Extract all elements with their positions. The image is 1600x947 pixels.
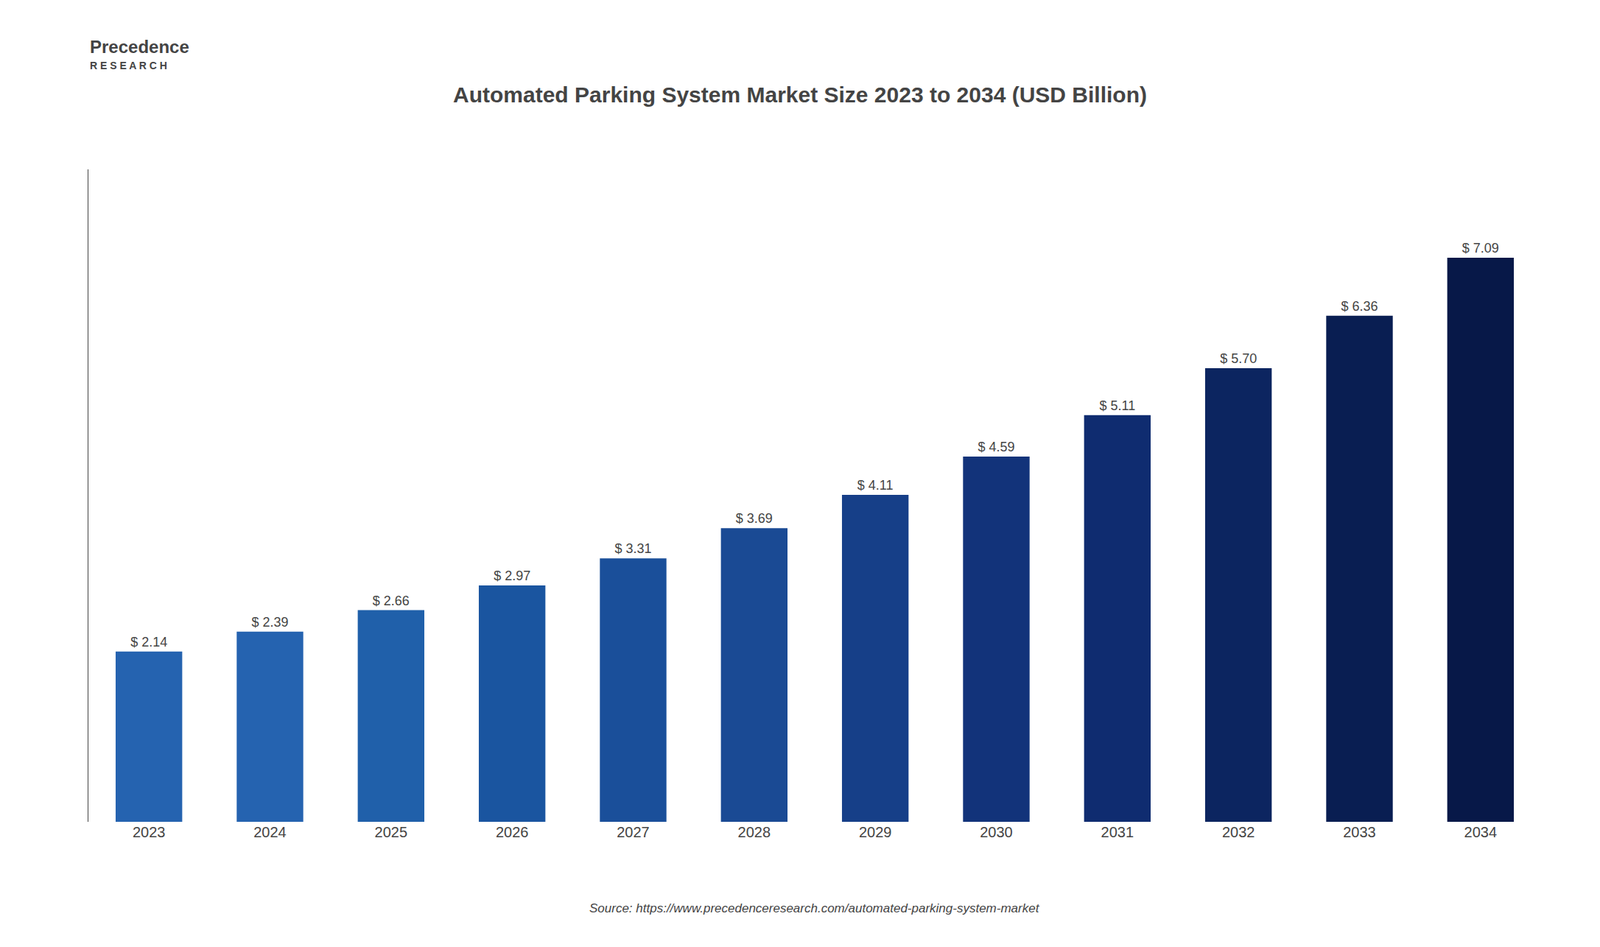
svg-text:$ 3.31: $ 3.31	[614, 541, 652, 557]
svg-text:2029: 2029	[858, 824, 893, 841]
svg-text:2025: 2025	[374, 824, 409, 841]
svg-text:$ 6.36: $ 6.36	[1340, 299, 1378, 314]
svg-text:Source: https://www.precedence: Source: https://www.precedenceresearch.c…	[589, 901, 1041, 916]
svg-text:$ 3.69: $ 3.69	[735, 511, 773, 526]
svg-text:$ 4.11: $ 4.11	[857, 478, 894, 493]
svg-text:Automated Parking System Marke: Automated Parking System Market Size 202…	[453, 82, 1147, 107]
svg-text:$ 2.14: $ 2.14	[130, 634, 168, 650]
svg-text:2028: 2028	[738, 824, 772, 841]
svg-text:2033: 2033	[1342, 824, 1377, 841]
svg-text:Precedence: Precedence	[89, 36, 190, 57]
svg-text:$ 5.11: $ 5.11	[1099, 398, 1136, 414]
svg-text:2024: 2024	[253, 824, 287, 841]
svg-text:2031: 2031	[1101, 824, 1135, 841]
svg-text:$ 5.70: $ 5.70	[1219, 351, 1257, 367]
svg-text:2027: 2027	[616, 824, 650, 841]
svg-text:2034: 2034	[1464, 824, 1498, 841]
svg-text:$ 4.59: $ 4.59	[977, 439, 1015, 455]
svg-text:2032: 2032	[1222, 824, 1256, 841]
svg-text:2026: 2026	[495, 824, 529, 841]
svg-text:2023: 2023	[132, 824, 166, 841]
svg-text:$ 2.39: $ 2.39	[251, 615, 289, 630]
svg-text:$ 2.97: $ 2.97	[493, 568, 531, 584]
svg-text:R E S E A R C H: R E S E A R C H	[89, 59, 168, 72]
svg-text:$ 2.66: $ 2.66	[372, 593, 410, 609]
svg-text:2030: 2030	[979, 824, 1013, 841]
svg-text:$ 7.09: $ 7.09	[1462, 240, 1500, 256]
